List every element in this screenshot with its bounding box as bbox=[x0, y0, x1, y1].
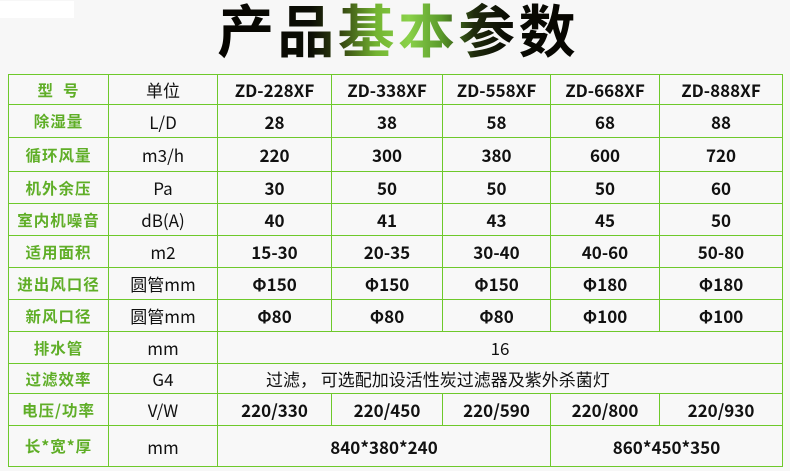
svg-text:产品基本参数: 产品基本参数 bbox=[217, 2, 579, 62]
